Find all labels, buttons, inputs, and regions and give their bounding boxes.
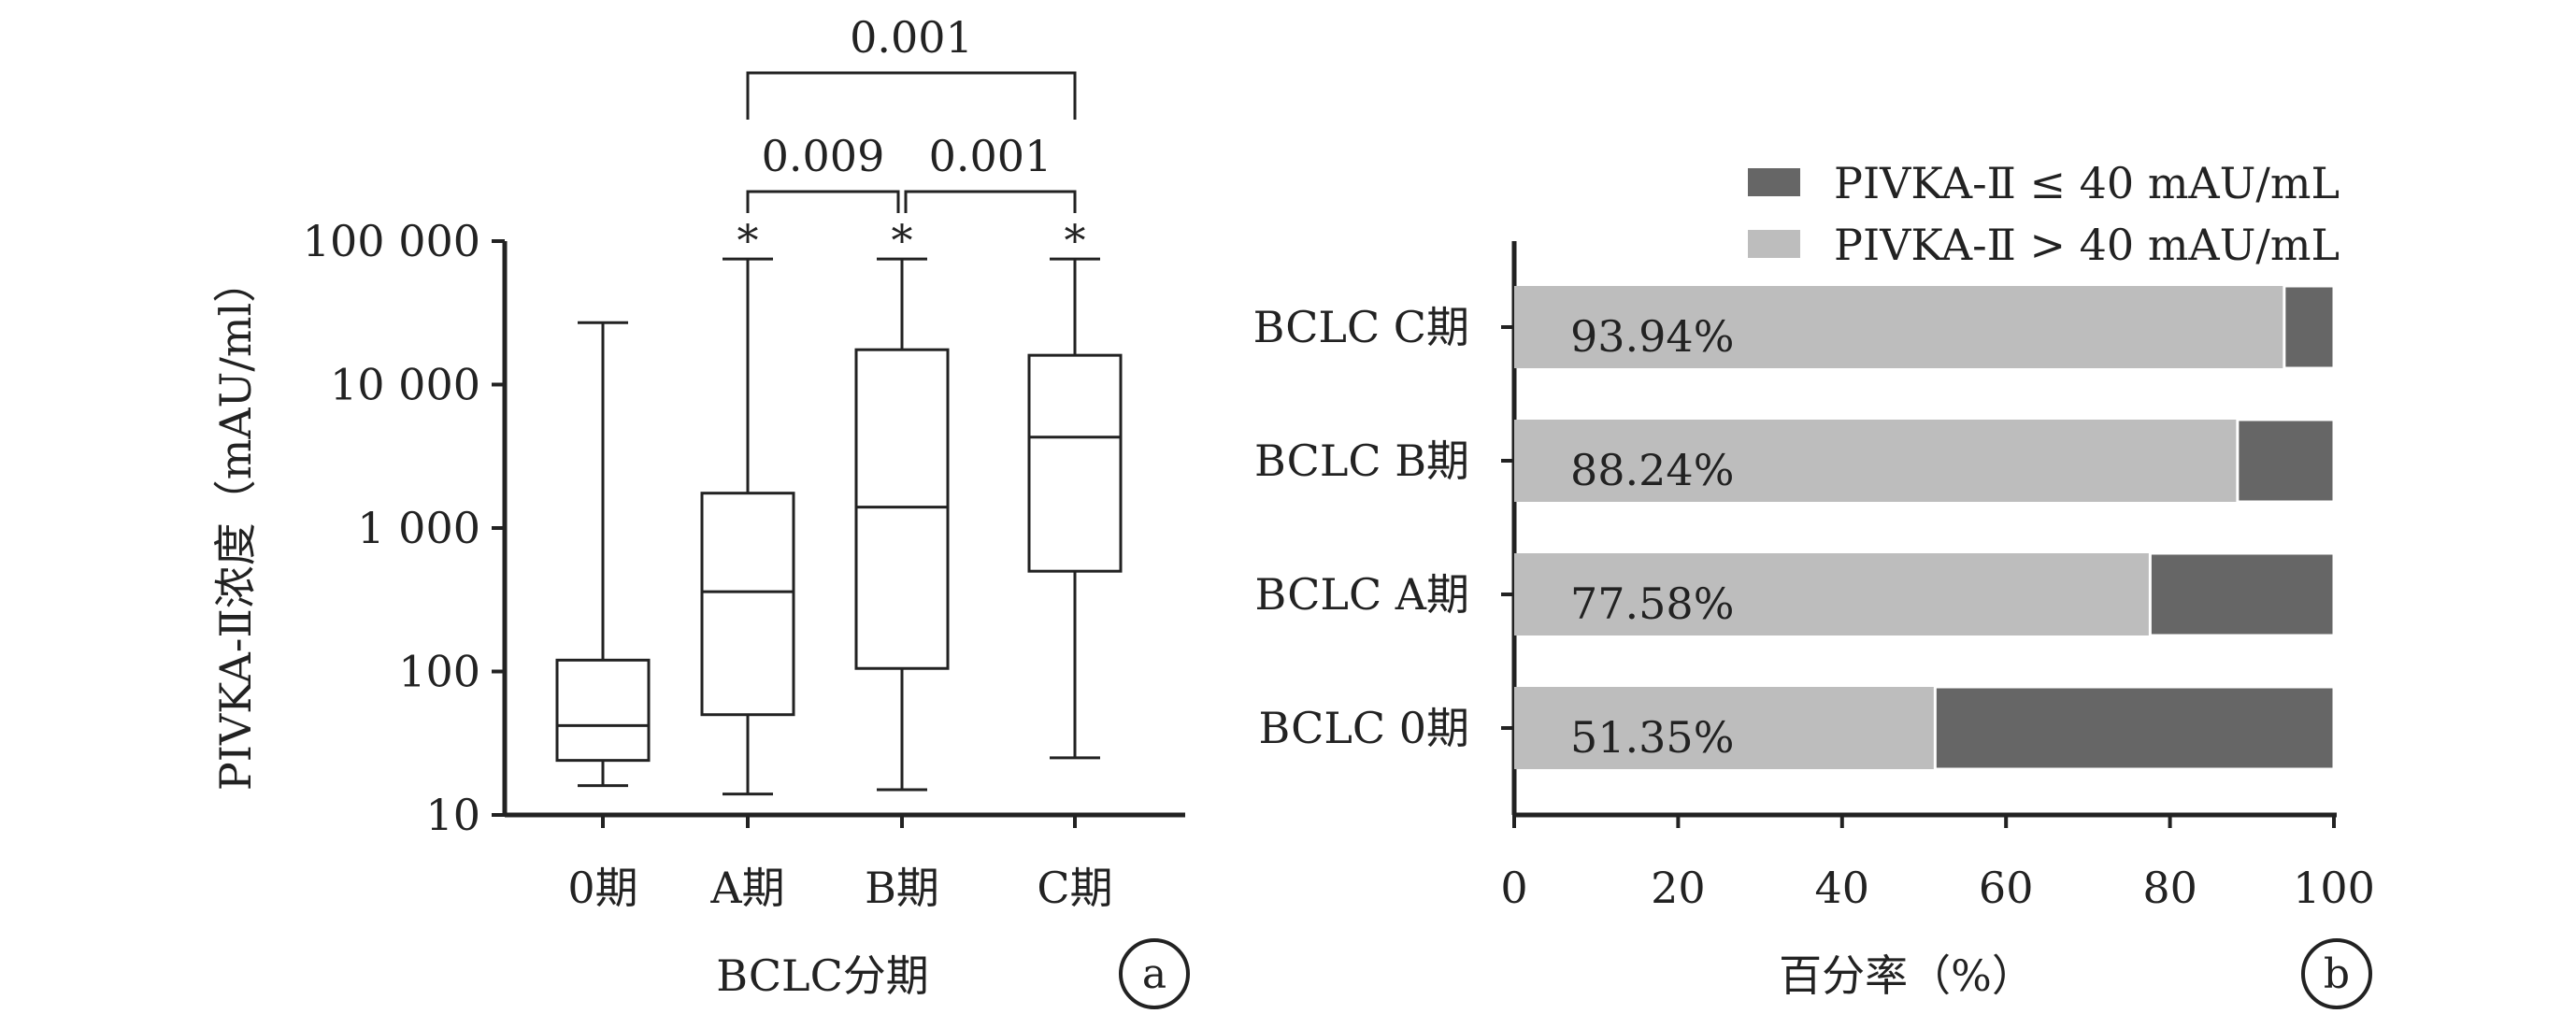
significance-star: * <box>1065 215 1086 265</box>
panel-a-badge-circle <box>1119 938 1190 1009</box>
panel-a-badge: a <box>1142 950 1166 998</box>
comparison-p-value: 0.001 <box>929 131 1052 181</box>
panel-b-y-tick-label: BCLC B期 <box>1254 436 1469 486</box>
panel-a-y-tick-label: 10 000 <box>330 360 480 410</box>
panel-a-x-axis-label: BCLC分期 <box>716 950 929 1001</box>
panel-b-badge: b <box>2324 950 2350 998</box>
bar-data-label: 93.94% <box>1570 311 1734 362</box>
bar-segment <box>1933 685 2336 771</box>
box-body <box>700 492 795 717</box>
panel-b-x-tick-label: 60 <box>1979 863 2034 913</box>
panel-a-y-axis-label: PIVKA-Ⅱ浓度（mAU/ml） <box>210 260 261 791</box>
panel-a-y-tick-label: 10 <box>425 790 480 840</box>
comparison-p-value: 0.001 <box>850 12 973 63</box>
bar-segment <box>1514 553 2151 636</box>
panel-a-x-tick-label: C期 <box>1037 863 1112 913</box>
panel-b-stacked-bar: 93.94% BCLC C期 88.24% BCLC B期 77.58% BCLC A期 5… <box>1253 158 2375 1009</box>
box-body <box>1027 353 1123 573</box>
box-1 <box>700 257 795 796</box>
box-0 <box>555 321 651 788</box>
bar-segment <box>2148 551 2336 637</box>
legend-label: PIVKA-Ⅱ > 40 mAU/mL <box>1834 220 2340 270</box>
box-body <box>555 658 651 763</box>
panel-b-x-tick-label: 80 <box>2142 863 2197 913</box>
panel-a-x-tick-label: A期 <box>709 863 784 913</box>
panel-b-x-axis-label: 百分率（%） <box>1779 950 2035 1001</box>
bar-data-label: 77.58% <box>1570 578 1734 629</box>
bar-data-label: 88.24% <box>1570 445 1734 495</box>
panel-a-x-tick-label: B期 <box>865 863 939 913</box>
panel-a-y-tick-label: 1 000 <box>357 503 480 553</box>
significance-star: * <box>737 215 759 265</box>
comparison-bracket: 0.001 <box>746 12 1077 120</box>
panel-b-x-tick-label: 0 <box>1500 863 1527 913</box>
panel-b-y-tick-label: BCLC C期 <box>1253 302 1469 352</box>
comparison-bracket-line <box>746 71 1077 120</box>
box-3 <box>1027 257 1123 760</box>
box-2 <box>854 257 950 792</box>
panel-a-y-tick-label: 100 000 <box>303 216 480 266</box>
panel-a-box-plot: 10 100 1 000 10 000 100 000 0期 A期 B期 C期 * * * 0.0… <box>210 12 1190 1009</box>
bar-segment <box>1514 687 1936 769</box>
panel-b-x-tick-label: 40 <box>1815 863 1870 913</box>
legend-swatch <box>1748 230 1800 258</box>
comparison-bracket-line <box>746 190 900 213</box>
comparison-p-value: 0.009 <box>762 131 885 181</box>
panel-b-y-tick-label: BCLC 0期 <box>1259 703 1470 753</box>
panel-b-x-tick-label: 20 <box>1651 863 1706 913</box>
comparison-bracket: 0.001 <box>904 131 1077 213</box>
panel-b-badge-circle <box>2301 938 2372 1009</box>
bar-segment <box>2283 284 2336 370</box>
comparison-bracket-line <box>904 190 1077 213</box>
panel-b-y-tick-label: BCLC A期 <box>1255 569 1469 620</box>
panel-b-x-tick-label: 100 <box>2293 863 2375 913</box>
panel-a-x-tick-label: 0期 <box>567 863 637 913</box>
panel-a-y-tick-label: 100 <box>398 647 480 697</box>
bar-segment <box>1514 420 2238 502</box>
bar-segment <box>1514 286 2284 368</box>
bar-segment <box>2236 418 2336 504</box>
comparison-bracket: 0.009 <box>746 131 900 213</box>
legend-swatch <box>1748 168 1800 196</box>
bar-data-label: 51.35% <box>1570 712 1734 763</box>
legend-label: PIVKA-Ⅱ ≤ 40 mAU/mL <box>1834 158 2340 208</box>
box-body <box>854 348 950 670</box>
significance-star: * <box>892 215 913 265</box>
